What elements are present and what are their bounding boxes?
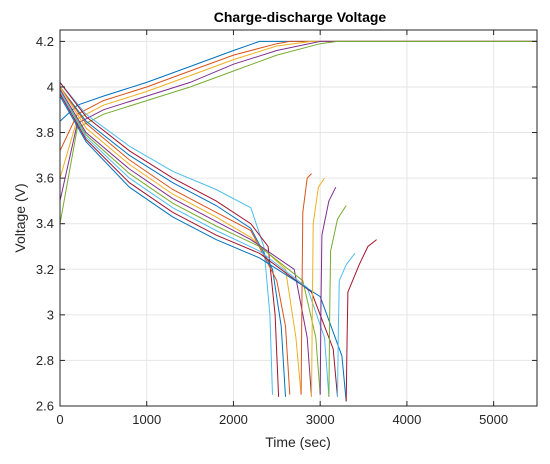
y-tick-label: 3.2 [36,262,54,277]
y-tick-label: 4.2 [36,34,54,49]
discharge-voltage-curve [59,95,347,402]
charge-voltage-curve [59,40,537,122]
x-axis: 0 1000 2000 3000 4000 5000 [56,30,508,427]
y-axis-label: Voltage (V) [12,183,28,252]
axes-box [59,29,538,407]
rest-voltage-curve [300,173,312,395]
rest-voltage-curve [345,239,377,402]
x-tick-label: 0 [56,412,63,427]
discharge-voltage-curve [59,88,312,397]
discharge-voltage-curve [59,82,280,397]
rest-voltage-curve [311,177,325,397]
discharge-voltage-curve [59,86,302,395]
y-tick-label: 3.4 [36,216,54,231]
y-tick-label: 3 [47,307,54,322]
discharge-voltage-curve [59,82,273,395]
y-tick-label: 3.6 [36,171,54,186]
rest-voltage-curve [328,205,347,397]
y-axis: 2.6 2.8 3 3.2 3.4 3.6 3.8 4 4.2 [36,34,537,414]
charge-voltage-curve [59,40,537,224]
rest-voltage-curve [319,186,337,395]
x-tick-label: 3000 [306,412,335,427]
chart-title: Charge-discharge Voltage [214,9,387,25]
charge-voltage-curve [59,40,537,202]
plot-area [60,30,537,406]
discharge-voltage-curve [59,93,338,397]
discharge-voltage-curve [59,91,330,397]
charge-voltage-curve [59,40,537,152]
y-tick-label: 2.6 [36,399,54,414]
y-tick-label: 4 [47,79,54,94]
y-tick-label: 2.8 [36,353,54,368]
discharge-voltage-curve [59,86,291,395]
y-tick-label: 3.8 [36,125,54,140]
x-axis-label: Time (sec) [265,434,331,450]
data-series [59,40,537,402]
discharge-voltage-curve [59,86,286,397]
x-tick-label: 1000 [132,412,161,427]
x-tick-label: 2000 [219,412,248,427]
x-tick-label: 5000 [479,412,508,427]
discharge-voltage-curve [59,91,321,395]
rest-voltage-curve [337,252,356,397]
x-tick-label: 4000 [392,412,421,427]
